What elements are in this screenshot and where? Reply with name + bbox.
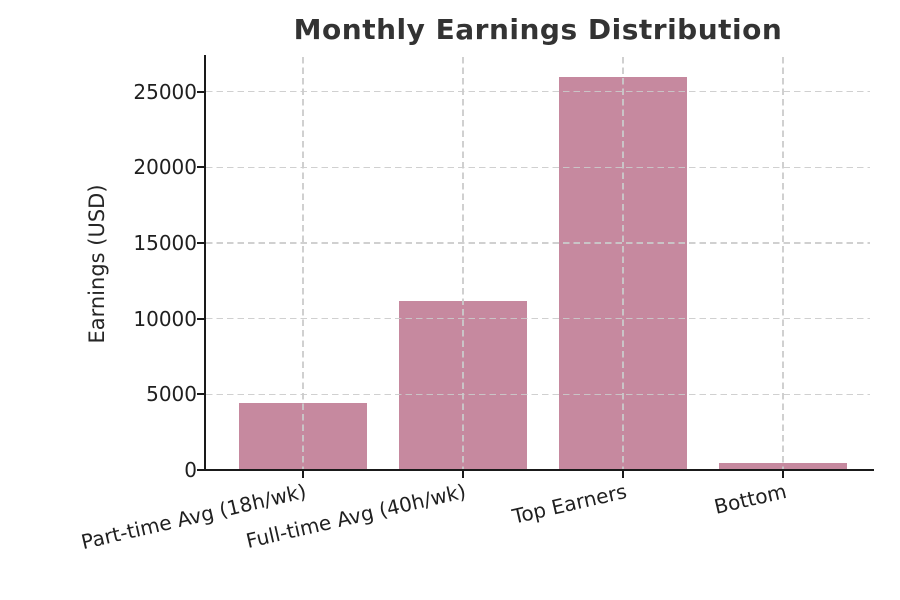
y-tick-label: 0 <box>184 458 197 482</box>
x-tick-label: Bottom <box>711 479 789 519</box>
y-gridline <box>206 166 870 169</box>
y-tick-label: 10000 <box>133 306 197 331</box>
y-tick-label: 20000 <box>133 155 197 180</box>
x-axis-spine <box>204 468 874 472</box>
x-gridline <box>462 57 464 470</box>
y-tick-mark <box>197 317 204 320</box>
y-tick-mark <box>197 393 204 396</box>
y-axis-spine <box>204 55 207 470</box>
x-gridline <box>302 57 304 470</box>
y-tick-label: 25000 <box>133 79 197 104</box>
x-gridline <box>782 57 784 470</box>
y-tick-mark <box>197 166 204 169</box>
y-gridline <box>206 91 870 93</box>
y-tick-label: 15000 <box>133 231 197 256</box>
x-tick-mark <box>302 471 304 479</box>
x-tick-mark <box>622 471 624 479</box>
y-gridline <box>206 318 870 320</box>
x-tick-mark <box>462 471 464 479</box>
x-gridline <box>622 57 624 470</box>
x-tick-label: Top Earners <box>509 479 629 529</box>
chart-title: Monthly Earnings Distribution <box>293 13 783 46</box>
y-tick-mark <box>197 90 204 93</box>
x-tick-mark <box>782 471 784 479</box>
y-gridline <box>206 242 870 244</box>
y-tick-label: 5000 <box>146 382 197 407</box>
y-tick-mark <box>197 469 204 471</box>
y-gridline <box>206 393 870 396</box>
y-tick-mark <box>197 242 204 245</box>
